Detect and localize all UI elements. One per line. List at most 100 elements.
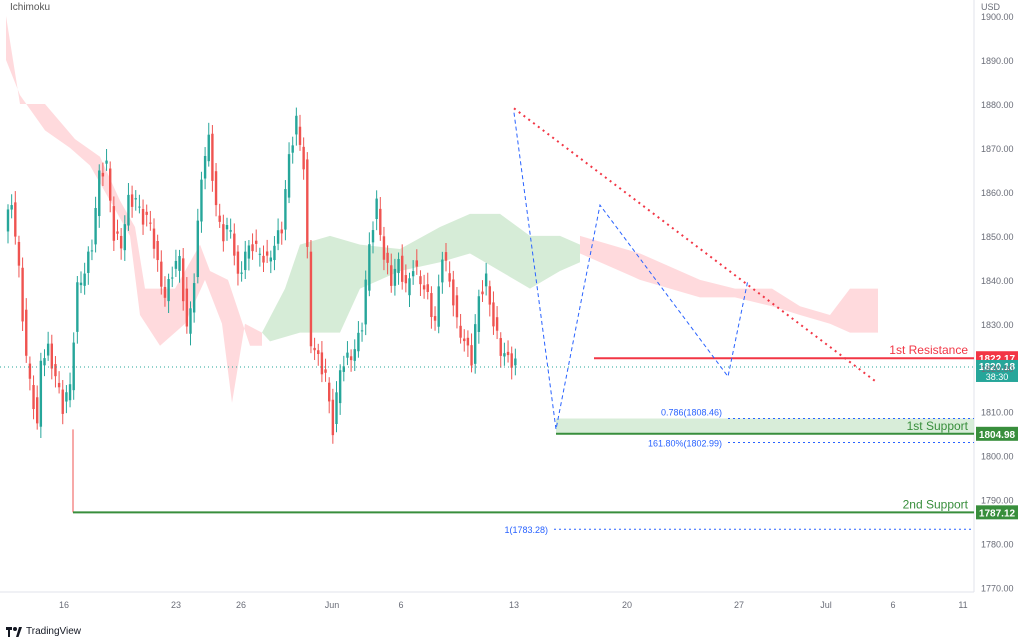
current-price-value: 1820.18 <box>979 362 1016 373</box>
candle-body <box>127 194 130 226</box>
candle-body <box>364 279 367 325</box>
candle-body <box>401 255 404 282</box>
candle-body <box>54 364 57 377</box>
candle-body <box>98 170 101 217</box>
x-tick-label: 20 <box>622 600 632 610</box>
candle-body <box>328 382 331 402</box>
candle-body <box>119 235 123 249</box>
candle-body <box>430 293 433 318</box>
candle-body <box>90 250 94 252</box>
candle-body <box>313 347 316 351</box>
y-tick-label: 1850.00 <box>981 232 1014 242</box>
x-tick-label: 6 <box>890 600 895 610</box>
candle-body <box>116 231 119 234</box>
ichimoku-cloud-bullish <box>262 213 580 342</box>
candle-body <box>50 343 53 369</box>
candle-body <box>404 275 408 284</box>
candle-body <box>375 198 378 220</box>
y-tick-label: 1840.00 <box>981 276 1014 286</box>
indicator-name: Ichimoku <box>10 2 51 13</box>
candle-body <box>371 230 375 243</box>
candle-body <box>506 351 510 356</box>
candle-body <box>302 146 305 170</box>
level-price-tag-text-2: 1787.12 <box>979 508 1016 519</box>
candle-body <box>331 399 335 436</box>
candle-body <box>258 253 262 255</box>
candle-body <box>255 240 258 244</box>
candle-body <box>262 255 265 263</box>
candle-body <box>10 205 13 210</box>
candle-body <box>477 296 481 332</box>
candle-body <box>156 241 159 261</box>
level-label-0: 1st Resistance <box>889 343 968 357</box>
candle-body <box>43 358 46 366</box>
candle-body <box>61 389 64 414</box>
candle-body <box>269 257 272 262</box>
ichimoku-cloud-bearish-2 <box>580 235 878 333</box>
candle-body <box>357 332 360 352</box>
candle-body <box>130 194 134 207</box>
candle-body <box>368 244 371 291</box>
candle-body <box>28 363 32 379</box>
y-tick-label: 1770.00 <box>981 584 1014 594</box>
candle-body <box>360 330 364 332</box>
candle-body <box>152 228 156 249</box>
y-tick-label: 1900.00 <box>981 12 1014 22</box>
candle-body <box>247 245 251 259</box>
candle-body <box>182 258 185 302</box>
candle-body <box>244 251 247 271</box>
candle-body <box>25 309 28 356</box>
candle-body <box>291 145 294 153</box>
y-tick-label: 1810.00 <box>981 408 1014 418</box>
candle-body <box>109 168 112 201</box>
candle-body <box>203 155 207 179</box>
candle-body <box>222 224 225 242</box>
candle-body <box>287 154 291 198</box>
level-price-tag-1 <box>976 426 1018 441</box>
candle-body <box>306 159 309 247</box>
candle-body <box>46 343 50 356</box>
candle-body <box>474 324 477 364</box>
candle-body <box>178 255 181 271</box>
candle-body <box>411 271 415 277</box>
candle-body <box>510 353 513 368</box>
x-tick-label: 23 <box>171 600 181 610</box>
tradingview-brand-label: TradingView <box>26 626 82 637</box>
candle-body <box>229 230 232 232</box>
candle-body <box>101 172 105 177</box>
candle-body <box>514 358 517 366</box>
current-price-tag <box>976 359 1018 382</box>
candle-body <box>338 370 342 404</box>
candle-body <box>426 284 429 292</box>
candle-body <box>317 350 320 355</box>
candle-body <box>265 251 269 256</box>
ichimoku-cloud-bearish <box>6 16 262 403</box>
candle-body <box>390 265 393 286</box>
candle-body <box>393 268 397 286</box>
candle-body <box>382 236 386 260</box>
candle-body <box>76 282 79 332</box>
tradingview-logo: TradingView <box>6 626 81 637</box>
candle-body <box>240 272 243 274</box>
candle-body <box>386 252 389 263</box>
candle-body <box>192 283 196 313</box>
fib-label-2: 1(1783.28) <box>504 525 548 535</box>
level-price-tag-2 <box>976 505 1018 520</box>
currency-label: USD <box>981 2 1001 12</box>
x-tick-label: 27 <box>734 600 744 610</box>
y-tick-label: 1790.00 <box>981 496 1014 506</box>
candle-body <box>251 244 254 252</box>
y-tick-label: 1800.00 <box>981 452 1014 462</box>
candle-body <box>298 126 302 145</box>
candle-body <box>17 241 21 266</box>
candle-body <box>167 279 170 302</box>
x-tick-label: 26 <box>236 600 246 610</box>
candle-body <box>134 198 137 200</box>
candle-body <box>233 233 236 256</box>
candle-body <box>346 352 349 358</box>
level-price-tag-text-0: 1822.17 <box>979 354 1016 365</box>
candle-body <box>79 282 83 286</box>
candle-body <box>419 276 422 285</box>
y-tick-label: 1890.00 <box>981 56 1014 66</box>
